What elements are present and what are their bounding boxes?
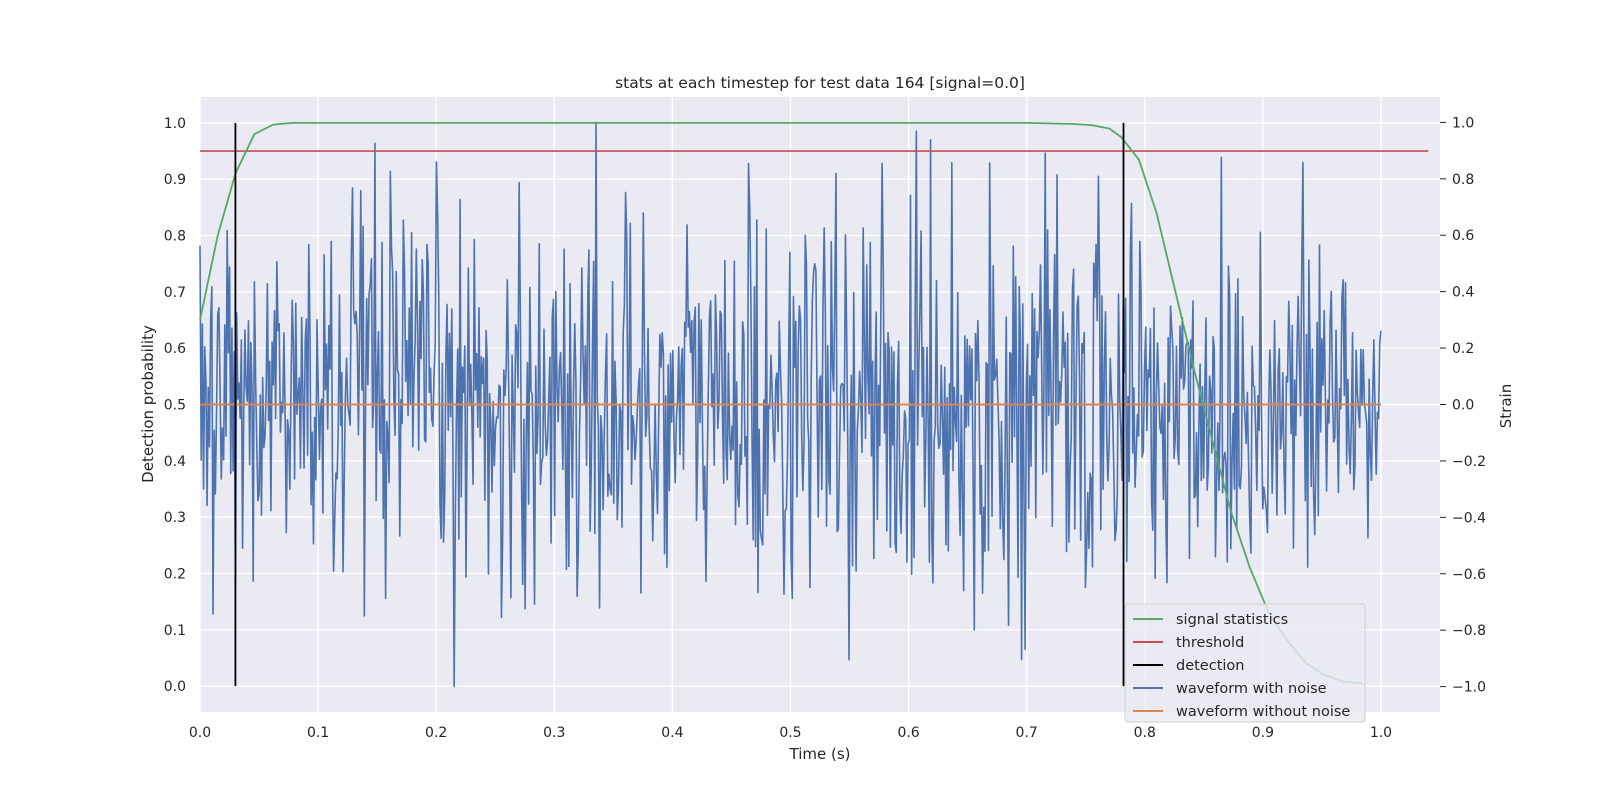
- y2-tick-label: 0.8: [1452, 172, 1474, 188]
- y2-tick-label: 0.4: [1452, 285, 1474, 301]
- legend-label-waveform-without-noise: waveform without noise: [1176, 704, 1350, 720]
- y-axis-ticks: 0.0 0.1 0.2 0.3 0.4 0.5 0.6 0.7 0.8 0.9 1.0: [164, 116, 186, 695]
- y-tick-label: 0.3: [164, 510, 186, 526]
- y-tick-label: 0.7: [164, 285, 186, 301]
- legend-label-signal-statistics: signal statistics: [1176, 612, 1288, 628]
- y-tick-label: 1.0: [164, 116, 186, 132]
- x-tick-label: 0.4: [661, 725, 683, 741]
- y-tick-label: 0.0: [164, 679, 186, 695]
- y2-axis-ticks: −1.0 −0.8 −0.6 −0.4 −0.2 0.0 0.2 0.4 0.6 0.8 1.0: [1440, 115, 1486, 696]
- y2-tick-label: −1.0: [1452, 680, 1486, 696]
- x-tick-label: 0.7: [1016, 725, 1038, 741]
- series-layer: [199, 121, 1429, 688]
- y2-tick-label: 1.0: [1452, 115, 1474, 131]
- y2-tick-label: −0.8: [1452, 623, 1486, 639]
- y2-tick-label: 0.6: [1452, 228, 1474, 244]
- y-tick-label: 0.9: [164, 172, 186, 188]
- x-tick-label: 0.6: [897, 725, 919, 741]
- x-tick-label: 0.9: [1252, 725, 1274, 741]
- x-tick-label: 0.3: [543, 725, 565, 741]
- chart-title: stats at each timestep for test data 164…: [615, 74, 1025, 92]
- y2-axis-label: Strain: [1497, 384, 1515, 428]
- y2-tick-label: 0.0: [1452, 398, 1474, 414]
- legend-label-detection: detection: [1176, 658, 1244, 674]
- y-axis-label: Detection probability: [139, 325, 157, 483]
- x-tick-label: 0.0: [189, 725, 211, 741]
- y2-tick-label: 0.2: [1452, 341, 1474, 357]
- y-tick-label: 0.2: [164, 566, 186, 582]
- y-tick-label: 0.4: [164, 454, 186, 470]
- legend-label-threshold: threshold: [1176, 635, 1244, 651]
- y-tick-label: 0.8: [164, 229, 186, 245]
- x-tick-label: 0.5: [779, 725, 801, 741]
- x-tick-label: 0.8: [1134, 725, 1156, 741]
- legend-label-waveform-with-noise: waveform with noise: [1176, 681, 1327, 697]
- x-tick-label: 1.0: [1370, 725, 1392, 741]
- y2-tick-label: −0.2: [1452, 454, 1486, 470]
- y2-tick-label: −0.4: [1452, 510, 1486, 526]
- legend-box: [1124, 603, 1366, 723]
- x-axis-label: Time (s): [789, 745, 851, 763]
- x-axis-ticks: 0.0 0.1 0.2 0.3 0.4 0.5 0.6 0.7 0.8 0.9 1.0: [189, 725, 1392, 741]
- y2-tick-label: −0.6: [1452, 567, 1486, 583]
- y-tick-label: 0.6: [164, 341, 186, 357]
- y-tick-label: 0.1: [164, 623, 186, 639]
- x-tick-label: 0.2: [425, 725, 447, 741]
- y-tick-label: 0.5: [164, 398, 186, 414]
- x-tick-label: 0.1: [307, 725, 329, 741]
- legend: signal statistics threshold detection wavef…: [1124, 603, 1366, 723]
